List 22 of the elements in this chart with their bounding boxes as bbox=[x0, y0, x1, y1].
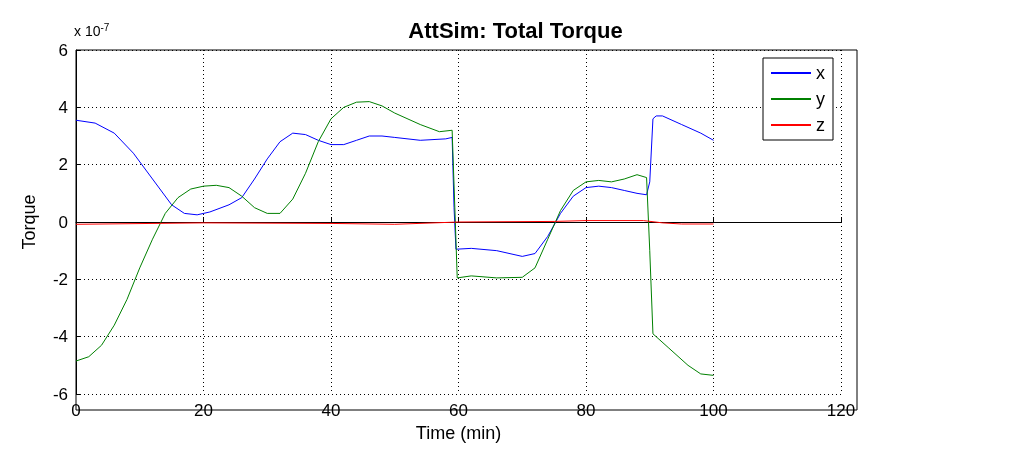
y-tick-label: 2 bbox=[58, 155, 68, 175]
y-tick-label: 6 bbox=[58, 40, 68, 60]
x-tick-label: 80 bbox=[576, 401, 596, 420]
y-tick-label: -4 bbox=[52, 327, 68, 347]
x-tick-label: 40 bbox=[321, 401, 341, 420]
line-series bbox=[75, 115, 714, 257]
legend-label: z bbox=[816, 115, 825, 135]
y-tick-label: 4 bbox=[58, 97, 68, 117]
x-axis-title: Time (min) bbox=[415, 422, 502, 443]
x-tick-label: 60 bbox=[449, 401, 468, 420]
x-tick-label: 0 bbox=[71, 401, 81, 420]
y-axis-title: Torque bbox=[19, 194, 39, 250]
y-tick-label: -6 bbox=[52, 384, 68, 404]
legend-label: y bbox=[816, 89, 825, 109]
y-tick-label: 0 bbox=[58, 212, 68, 232]
line-series bbox=[75, 101, 714, 376]
x-tick-label: 100 bbox=[699, 401, 728, 420]
y-tick-label: -2 bbox=[52, 269, 68, 289]
chart-title: AttSim: Total Torque bbox=[408, 17, 623, 43]
x-tick-label: 20 bbox=[194, 401, 213, 420]
legend-label: x bbox=[816, 63, 825, 83]
x-tick-label: 120 bbox=[826, 401, 856, 420]
